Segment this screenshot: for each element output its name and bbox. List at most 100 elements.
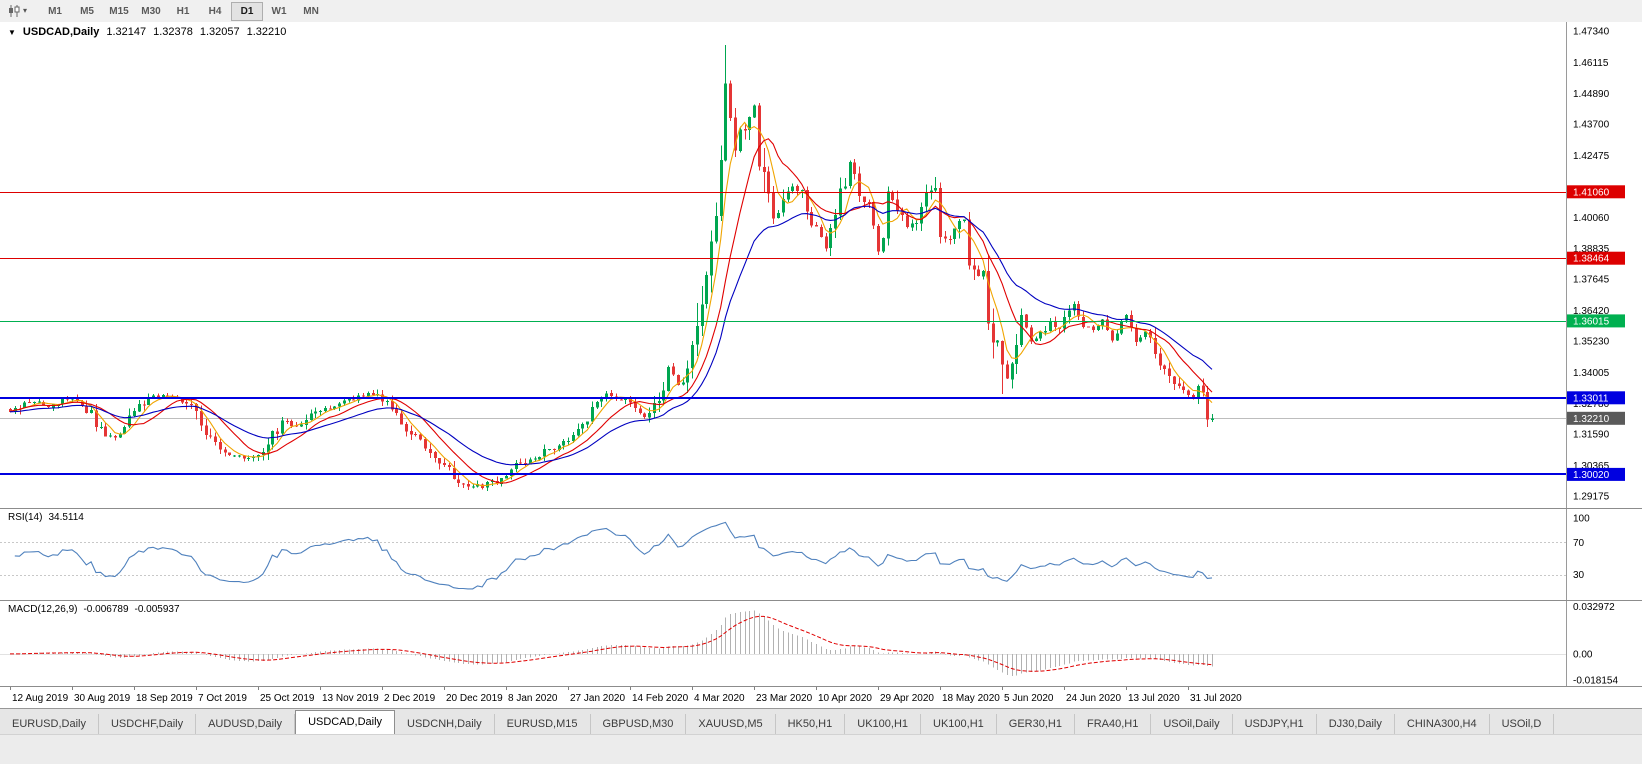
svg-text:1.35230: 1.35230 [1573, 337, 1610, 348]
svg-text:1.32780: 1.32780 [1573, 399, 1610, 410]
svg-text:1.44890: 1.44890 [1573, 89, 1610, 100]
svg-text:1.43700: 1.43700 [1573, 120, 1610, 131]
svg-text:7 Oct 2019: 7 Oct 2019 [198, 693, 247, 704]
svg-text:1.41060: 1.41060 [1573, 187, 1610, 198]
rsi-panel[interactable]: 100 70 30 RSI(14) 34.5114 [0, 508, 1642, 601]
chart-tab-dj30-daily[interactable]: DJ30,Daily [1317, 714, 1395, 735]
chart-tab-ger30-h1[interactable]: GER30,H1 [997, 714, 1075, 735]
chart-symbol-timeframe: USDCAD,Daily [22, 26, 100, 38]
macd-label: MACD(12,26,9) -0.006789 -0.005937 [8, 604, 180, 615]
chart-tab-uk100-h1[interactable]: UK100,H1 [921, 714, 997, 735]
svg-text:70: 70 [1573, 538, 1585, 549]
svg-text:30: 30 [1573, 570, 1585, 581]
svg-text:23 Mar 2020: 23 Mar 2020 [756, 693, 813, 704]
timeframe-button-mn[interactable]: MN [303, 5, 319, 17]
svg-text:1.30020: 1.30020 [1573, 470, 1610, 481]
macd-signal-line [10, 615, 1213, 672]
time-axis[interactable]: 12 Aug 2019 30 Aug 2019 18 Sep 2019 7 Oct 2… [0, 686, 1642, 709]
chart-tab-usoil-daily[interactable]: USOil,Daily [1151, 714, 1233, 735]
timeframe-button-m30[interactable]: M30 [141, 5, 161, 17]
fast-ma-line[interactable] [9, 121, 1213, 487]
chart-tab-usdcad-daily[interactable]: USDCAD,Daily [295, 710, 396, 735]
timeframe-button-h4[interactable]: H4 [208, 5, 222, 17]
slow-ma-line[interactable] [9, 205, 1213, 466]
macd-panel[interactable]: 0.032972 0.00 -0.018154 MACD(12,26,9) -0.0… [0, 600, 1642, 687]
ohlc-open: 1.32147 [106, 26, 147, 38]
svg-text:1.40060: 1.40060 [1573, 213, 1610, 224]
chart-tabs: EURUSD,Daily USDCHF,Daily AUDUSD,Daily USDC… [0, 708, 1642, 735]
charts-menu-button[interactable]: ▾ [4, 4, 31, 18]
timeframe-buttons: M1 M5 M15 M30 H1 H4 D1 W1 MN [39, 1, 327, 21]
svg-text:18 Sep 2019: 18 Sep 2019 [136, 693, 193, 704]
chart-tab-hk50-h1[interactable]: HK50,H1 [776, 714, 846, 735]
svg-text:1.33011: 1.33011 [1573, 393, 1609, 404]
ohlc-close: 1.32210 [246, 26, 287, 38]
svg-text:14 Feb 2020: 14 Feb 2020 [632, 693, 689, 704]
timeframe-button-d1[interactable]: D1 [231, 1, 264, 21]
chart-tab-gbpusd-m30[interactable]: GBPUSD,M30 [591, 714, 687, 735]
macd-signal-value: -0.005937 [134, 604, 180, 615]
svg-text:0.032972: 0.032972 [1573, 602, 1615, 613]
macd-name: MACD(12,26,9) [8, 604, 78, 615]
chart-tab-audusd-daily[interactable]: AUDUSD,Daily [196, 714, 296, 735]
svg-text:1.29175: 1.29175 [1573, 492, 1610, 503]
svg-text:0.00: 0.00 [1573, 649, 1593, 660]
timeframe-button-h1[interactable]: H1 [176, 5, 190, 17]
svg-text:10 Apr 2020: 10 Apr 2020 [818, 693, 872, 704]
svg-text:-0.018154: -0.018154 [1573, 676, 1618, 686]
timeframe-button-m15[interactable]: M15 [109, 5, 129, 17]
svg-text:1.46115: 1.46115 [1573, 58, 1609, 69]
macd-canvas[interactable]: 0.032972 0.00 -0.018154 [0, 601, 1642, 687]
chart-tab-usdcnh-daily[interactable]: USDCNH,Daily [395, 714, 495, 735]
chart-tab-xauusd-m5[interactable]: XAUUSD,M5 [686, 714, 776, 735]
date-labels: 12 Aug 2019 30 Aug 2019 18 Sep 2019 7 Oct 2… [10, 687, 1242, 704]
timeframe-button-m5[interactable]: M5 [80, 5, 94, 17]
chart-tab-eurusd-daily[interactable]: EURUSD,Daily [0, 714, 99, 735]
timeframe-button-m1[interactable]: M1 [48, 5, 62, 17]
chart-tab-usdjpy-h1[interactable]: USDJPY,H1 [1233, 714, 1317, 735]
medium-ma-line[interactable] [9, 138, 1213, 484]
svg-text:31 Jul 2020: 31 Jul 2020 [1190, 693, 1242, 704]
chart-tab-eurusd-m15[interactable]: EURUSD,M15 [495, 714, 591, 735]
svg-text:1.38464: 1.38464 [1573, 254, 1610, 265]
svg-text:1.32210: 1.32210 [1573, 414, 1610, 425]
chart-tab-uk100-h1[interactable]: UK100,H1 [845, 714, 922, 735]
chart-tab-fra40-h1[interactable]: FRA40,H1 [1075, 714, 1152, 735]
svg-text:25 Oct 2019: 25 Oct 2019 [260, 693, 315, 704]
svg-text:1.36015: 1.36015 [1573, 316, 1610, 327]
timeframe-button-w1[interactable]: W1 [271, 5, 287, 17]
candlesticks-layer [9, 44, 1214, 492]
svg-text:1.37645: 1.37645 [1573, 275, 1610, 286]
svg-text:29 Apr 2020: 29 Apr 2020 [880, 693, 934, 704]
svg-text:12 Aug 2019: 12 Aug 2019 [12, 693, 69, 704]
svg-text:1.42475: 1.42475 [1573, 151, 1610, 162]
chart-title: ▼ USDCAD,Daily 1.32147 1.32378 1.32057 1… [8, 26, 286, 38]
time-axis-canvas: 12 Aug 2019 30 Aug 2019 18 Sep 2019 7 Oct 2… [10, 687, 1242, 704]
price-chart-canvas[interactable]: 1.47340 1.46115 1.44890 1.43700 1.42475 1.400… [0, 22, 1642, 508]
rsi-canvas[interactable]: 100 70 30 [0, 509, 1642, 600]
ohlc-low: 1.32057 [199, 26, 240, 38]
svg-text:1.38835: 1.38835 [1573, 244, 1610, 255]
main-chart-panel[interactable]: 1.47340 1.46115 1.44890 1.43700 1.42475 1.400… [0, 22, 1642, 508]
chart-tab-usoil-d[interactable]: USOil,D [1490, 714, 1555, 735]
rsi-name: RSI(14) [8, 512, 43, 523]
rsi-value: 34.5114 [48, 512, 84, 523]
window-bottom-strip [0, 734, 1642, 764]
svg-text:1.47340: 1.47340 [1573, 27, 1610, 38]
svg-text:4 Mar 2020: 4 Mar 2020 [694, 693, 745, 704]
price-axis-badges: 1.41060 1.38464 1.36015 1.33011 1.30020 1.322… [1567, 185, 1625, 481]
candlestick-chart-icon [9, 5, 20, 17]
price-axis-labels: 1.47340 1.46115 1.44890 1.43700 1.42475 1.400… [1573, 27, 1610, 503]
macd-main-value: -0.006789 [83, 604, 129, 615]
symbol-dropdown-icon[interactable]: ▼ [8, 27, 16, 37]
svg-text:100: 100 [1573, 514, 1590, 525]
svg-text:2 Dec 2019: 2 Dec 2019 [384, 693, 436, 704]
ohlc-high: 1.32378 [153, 26, 193, 38]
chart-menu-caret-icon: ▾ [23, 6, 28, 15]
svg-text:18 May 2020: 18 May 2020 [942, 693, 1000, 704]
svg-text:24 Jun 2020: 24 Jun 2020 [1066, 693, 1121, 704]
chart-tab-usdchf-daily[interactable]: USDCHF,Daily [99, 714, 197, 735]
svg-text:20 Dec 2019: 20 Dec 2019 [446, 693, 503, 704]
chart-tab-china300-h4[interactable]: CHINA300,H4 [1395, 714, 1490, 735]
